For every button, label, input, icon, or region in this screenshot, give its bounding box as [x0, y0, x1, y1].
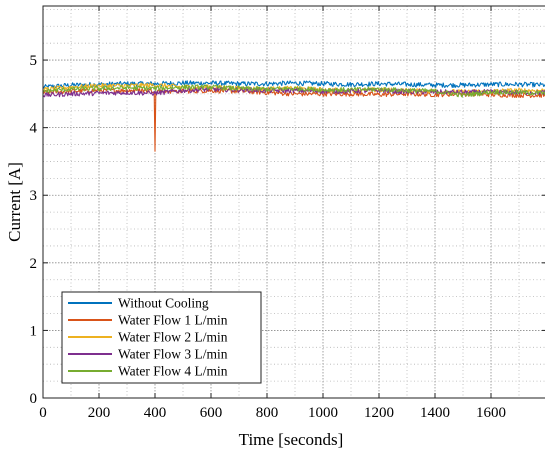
y-axis-title: Current [A] — [5, 162, 24, 242]
y-tick-labels: 0 1 2 3 4 5 — [30, 53, 38, 407]
x-tick-label: 1600 — [476, 405, 506, 421]
legend-label: Without Cooling — [118, 296, 209, 311]
legend-label: Water Flow 4 L/min — [118, 364, 228, 379]
legend-label: Water Flow 2 L/min — [118, 330, 228, 345]
x-tick-label: 1400 — [420, 405, 450, 421]
x-tick-label: 1200 — [364, 405, 394, 421]
y-tick-label: 5 — [30, 53, 38, 69]
legend-label: Water Flow 1 L/min — [118, 313, 228, 328]
series-lines — [42, 80, 545, 152]
x-tick-label: 600 — [200, 405, 223, 421]
legend: Without Cooling Water Flow 1 L/min Water F… — [61, 291, 262, 384]
x-tick-label: 0 — [39, 405, 47, 421]
plot-frame — [42, 5, 545, 399]
y-tick-label: 0 — [30, 391, 38, 407]
x-tick-label: 1000 — [308, 405, 338, 421]
x-tick-label: 800 — [256, 405, 279, 421]
y-tick-label: 3 — [30, 188, 38, 204]
y-tick-label: 4 — [30, 121, 38, 137]
x-tick-labels: 0 200 400 600 800 1000 1200 1400 1600 — [39, 405, 506, 421]
y-tick-label: 1 — [30, 323, 38, 339]
legend-label: Water Flow 3 L/min — [118, 347, 228, 362]
series-line-5 — [42, 84, 545, 98]
x-tick-label: 400 — [144, 405, 167, 421]
x-axis-title: Time [seconds] — [239, 430, 344, 449]
y-tick-label: 2 — [30, 256, 38, 272]
x-tick-label: 200 — [88, 405, 111, 421]
